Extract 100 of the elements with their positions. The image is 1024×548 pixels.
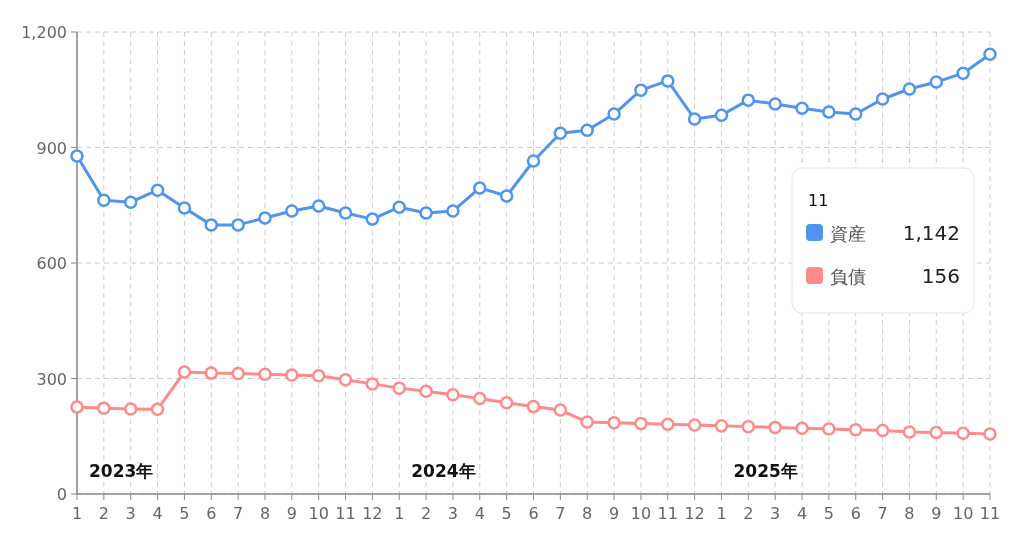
point [285,204,299,218]
point [311,199,326,213]
x-tick-label: 7 [877,504,888,523]
point [822,422,836,436]
annotation: 2023年 [89,461,154,481]
x-tick-label: 3 [770,504,781,523]
point [580,123,594,137]
point [983,47,997,62]
x-tick-label: 2 [420,504,432,523]
point [741,93,756,107]
point [714,108,729,122]
point [929,75,944,89]
y-tick-label: 0 [56,485,67,504]
x-tick-label: 1 [71,504,83,523]
point [338,206,353,220]
point [177,201,192,215]
x-tick-label: 12 [362,504,383,523]
legend-label: 負債 [830,266,866,287]
point [123,402,138,416]
x-tick-label: 9 [931,504,942,523]
point [929,425,944,440]
point [768,420,782,435]
point [848,422,863,437]
point [150,183,165,197]
x-tick-label: 7 [555,504,566,523]
x-tick-label: 10 [630,504,652,523]
point [231,218,245,232]
point [875,92,890,106]
point [70,400,84,414]
point [365,377,380,391]
y-tick-label: 900 [36,138,67,158]
point [634,83,648,97]
x-tick-label: 12 [684,504,705,523]
point [741,419,756,434]
point [902,425,917,439]
point [204,218,219,232]
x-tick-label: 1 [394,504,405,523]
point [956,66,970,80]
point [258,211,272,225]
x-tick-label: 4 [152,504,163,523]
x-tick-label: 8 [259,504,271,523]
annotation: 2024年 [411,461,476,481]
point [473,181,487,195]
point [661,417,675,432]
point [553,126,568,141]
x-tick-label: 11 [657,504,678,523]
point [365,212,380,226]
y-tick-label: 1,200 [21,23,67,42]
point [499,189,514,203]
point [446,204,460,218]
point [392,381,406,395]
point [983,427,997,441]
point [607,107,621,121]
point [956,426,970,440]
x-tick-label: 6 [206,504,217,523]
point [392,200,406,214]
point [634,416,648,431]
point [902,82,917,96]
annotation: 156 [921,264,960,288]
x-tick-label: 2 [98,504,109,523]
annotation: 2025年 [733,461,798,481]
point [526,154,541,168]
x-tick-label: 8 [582,504,593,523]
x-tick-label: 6 [528,504,539,523]
point [177,365,192,379]
x-tick-label: 3 [447,504,459,523]
x-tick-label: 11 [979,504,1001,523]
point [795,421,809,435]
point [687,418,702,432]
x-tick-label: 7 [233,504,244,523]
x-tick-label: 5 [501,504,512,523]
point [258,367,272,382]
x-tick-label: 6 [850,504,861,523]
point [661,74,675,88]
point [848,107,863,121]
point [419,384,433,398]
point [97,401,111,415]
x-tick-label: 2 [743,504,754,523]
point [311,369,326,383]
point [875,423,890,438]
y-tick-label: 300 [36,369,67,389]
y-tick-label: 600 [36,254,67,273]
point [768,97,782,111]
point [607,416,621,430]
x-tick-label: 8 [904,504,915,523]
point [150,402,165,417]
point [687,112,702,126]
point [580,415,594,429]
x-tick-label: 1 [716,504,727,523]
point [338,372,353,387]
point [446,387,460,402]
x-tick-label: 4 [796,504,808,523]
x-tick-label: 11 [335,504,356,523]
x-tick-label: 9 [286,504,297,523]
point [553,403,568,417]
point [204,366,219,380]
x-tick-label: 10 [952,504,974,523]
point [231,366,245,381]
point [526,399,541,414]
point [795,101,809,115]
